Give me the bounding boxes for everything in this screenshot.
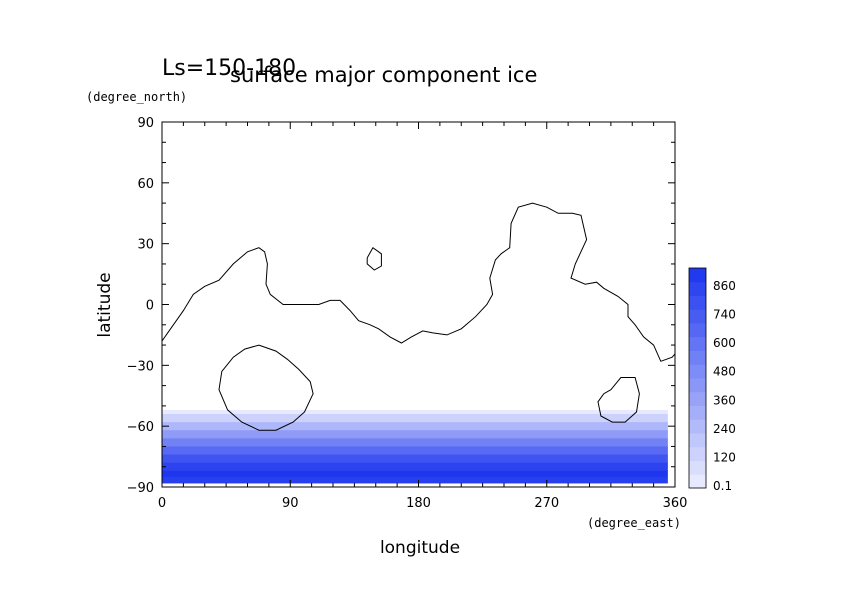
ice-band — [162, 446, 668, 456]
colorbar-tick-label: 860 — [713, 279, 736, 293]
x-tick-label: 180 — [406, 496, 431, 511]
colorbar-segment — [689, 281, 706, 296]
colorbar-tick-label: 600 — [713, 336, 736, 350]
axis-ticks — [161, 121, 676, 488]
colorbar-segment — [689, 446, 706, 461]
colorbar-tick-label: 480 — [713, 365, 736, 379]
y-tick-label: 90 — [137, 116, 154, 131]
ice-band — [162, 414, 668, 423]
colorbar-segment — [689, 268, 706, 283]
colorbar-segment — [689, 309, 706, 324]
x-axis-label: longitude — [380, 538, 460, 558]
y-tick-labels: 90 60 30 0 −30 −60 −90 — [127, 116, 154, 496]
colorbar-segment — [689, 474, 706, 489]
y-tick-label: 0 — [146, 299, 154, 314]
ice-contours — [162, 202, 675, 431]
ice-band — [162, 422, 668, 431]
y-tick-label: −30 — [127, 359, 154, 374]
x-tick-label: 0 — [158, 496, 166, 511]
contour-line — [218, 344, 314, 431]
colorbar-segment — [689, 433, 706, 448]
colorbar-segment — [689, 419, 706, 434]
colorbar-tick-label: 0.1 — [713, 479, 732, 493]
colorbar-segment — [689, 295, 706, 310]
colorbar-tick-label: 740 — [713, 308, 736, 322]
colorbar-segment — [689, 378, 706, 393]
x-tick-label: 90 — [282, 496, 299, 511]
colorbar-segment — [689, 405, 706, 420]
colorbar-segment — [689, 350, 706, 365]
x-tick-labels: 0 90 180 270 360 — [158, 496, 688, 511]
ice-band — [162, 438, 668, 447]
ice-band — [162, 454, 668, 464]
colorbar-segment — [689, 460, 706, 475]
y-tick-label: −60 — [127, 420, 154, 435]
x-tick-label: 360 — [663, 496, 688, 511]
contour-line — [162, 202, 675, 362]
x-unit-label: (degree_east) — [587, 516, 681, 530]
colorbar-segment — [689, 336, 706, 351]
ice-band — [162, 470, 668, 478]
x-tick-label: 270 — [534, 496, 559, 511]
ice-band — [162, 476, 668, 484]
ice-band — [162, 430, 668, 439]
colorbar-frame — [688, 267, 707, 489]
colorbar-segment — [689, 391, 706, 406]
colorbar-segment — [689, 323, 706, 338]
period-label: Ls=150-180 — [162, 56, 296, 81]
chart-title: surface major component ice — [230, 63, 537, 87]
colorbar-tick-label: 120 — [713, 450, 736, 464]
ice-band — [162, 462, 668, 472]
colorbar-tick-label: 240 — [713, 422, 736, 436]
contour-line — [597, 377, 640, 423]
contour-line — [366, 246, 382, 271]
ice-field — [162, 409, 668, 484]
y-unit-label: (degree_north) — [86, 90, 187, 104]
y-tick-label: 30 — [137, 238, 154, 253]
colorbar: 0.1 120 240 360 480 600 740 860 — [688, 267, 736, 493]
ice-band — [162, 409, 668, 415]
colorbar-segment — [689, 364, 706, 379]
colorbar-tick-label: 360 — [713, 393, 736, 407]
y-axis-label: latitude — [95, 272, 115, 337]
y-tick-label: −90 — [127, 481, 154, 496]
y-tick-label: 60 — [137, 177, 154, 192]
